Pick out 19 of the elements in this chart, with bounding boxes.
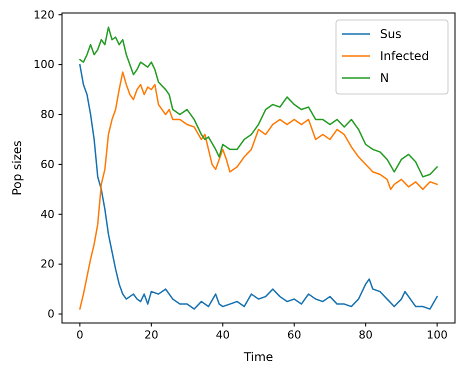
- x-tick-label: 80: [358, 328, 373, 342]
- x-tick-label: 40: [216, 328, 230, 342]
- y-tick-label: 40: [40, 208, 54, 221]
- legend-label: Sus: [380, 27, 402, 41]
- legend-label: N: [380, 71, 389, 85]
- y-tick-label: 60: [40, 158, 54, 171]
- line-series: [79, 26, 438, 178]
- y-tick-label: 100: [34, 58, 54, 72]
- y-tick-label: 20: [40, 258, 54, 271]
- y-tick-label: 120: [34, 8, 54, 22]
- x-axis-title: Time: [242, 350, 274, 364]
- y-tick-label: 0: [48, 308, 54, 321]
- x-tick-label: 60: [287, 328, 302, 342]
- y-tick-label: 80: [40, 108, 54, 122]
- x-tick-label: 20: [144, 328, 158, 342]
- x-tick-label: 0: [76, 328, 84, 342]
- x-tick-label: 100: [426, 328, 448, 342]
- legend-label: Infected: [380, 49, 430, 63]
- y-axis-title: Pop sizes: [10, 140, 24, 196]
